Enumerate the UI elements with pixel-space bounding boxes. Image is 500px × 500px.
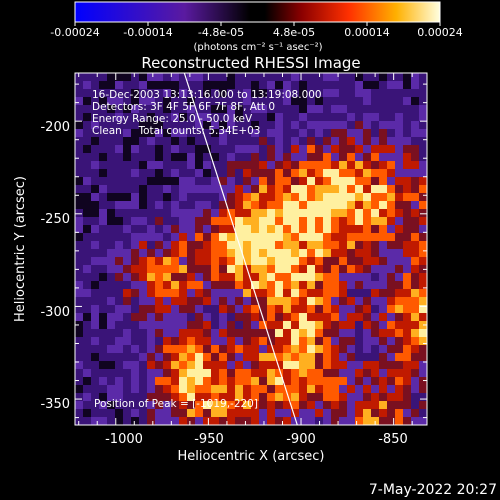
x-tick-label: -950 — [194, 432, 224, 447]
axis-ticks — [75, 73, 427, 425]
colorbar-tick-label: -4.8e-05 — [198, 26, 244, 39]
rhessi-image — [75, 73, 427, 425]
colorbar-tick-label: 0.00024 — [417, 26, 463, 39]
colorbar-tick-label: 4.8e-05 — [273, 26, 315, 39]
x-tick-label: -900 — [286, 432, 316, 447]
annotation-energy-range: Energy Range: 25.0 - 50.0 keV — [92, 113, 253, 125]
x-axis-label: Heliocentric X (arcsec) — [178, 449, 325, 464]
y-tick-label: -250 — [40, 212, 70, 227]
colorbar-tick-label: 0.00014 — [344, 26, 390, 39]
footer-timestamp: 7-May-2022 20:27 — [369, 482, 497, 498]
y-tick-label: -300 — [40, 305, 70, 320]
y-axis-label: Heliocentric Y (arcsec) — [13, 176, 28, 322]
y-tick-label: -200 — [40, 120, 70, 135]
colorbar-gradient — [74, 1, 441, 23]
solar-limb-line — [183, 73, 298, 425]
colorbar: -0.00024 -0.00014 -4.8e-05 4.8e-05 0.000… — [50, 1, 463, 53]
plot-title: Reconstructed RHESSI Image — [141, 54, 360, 72]
y-tick-label: -350 — [40, 397, 70, 412]
colorbar-tick-label: -0.00024 — [50, 26, 99, 39]
annotation-detectors: Detectors: 3F 4F 5F 6F 7F 8F, Att 0 — [92, 101, 275, 113]
colorbar-unit-label: (photons cm⁻² s⁻¹ asec⁻²) — [193, 42, 322, 53]
plot-frame — [74, 72, 428, 426]
observation-annotations: 16-Dec-2003 13:13:16.000 to 13:19:08.000… — [92, 89, 322, 410]
annotation-time-range: 16-Dec-2003 13:13:16.000 to 13:19:08.000 — [92, 89, 322, 101]
annotation-peak-position: Position of Peak = [-1019,-220] — [94, 398, 258, 410]
annotation-clean-counts: Clean Total counts: 5.34E+03 — [92, 125, 261, 137]
colorbar-tick-label: -0.00014 — [123, 26, 172, 39]
x-tick-label: -1000 — [105, 432, 143, 447]
x-tick-label: -850 — [378, 432, 408, 447]
